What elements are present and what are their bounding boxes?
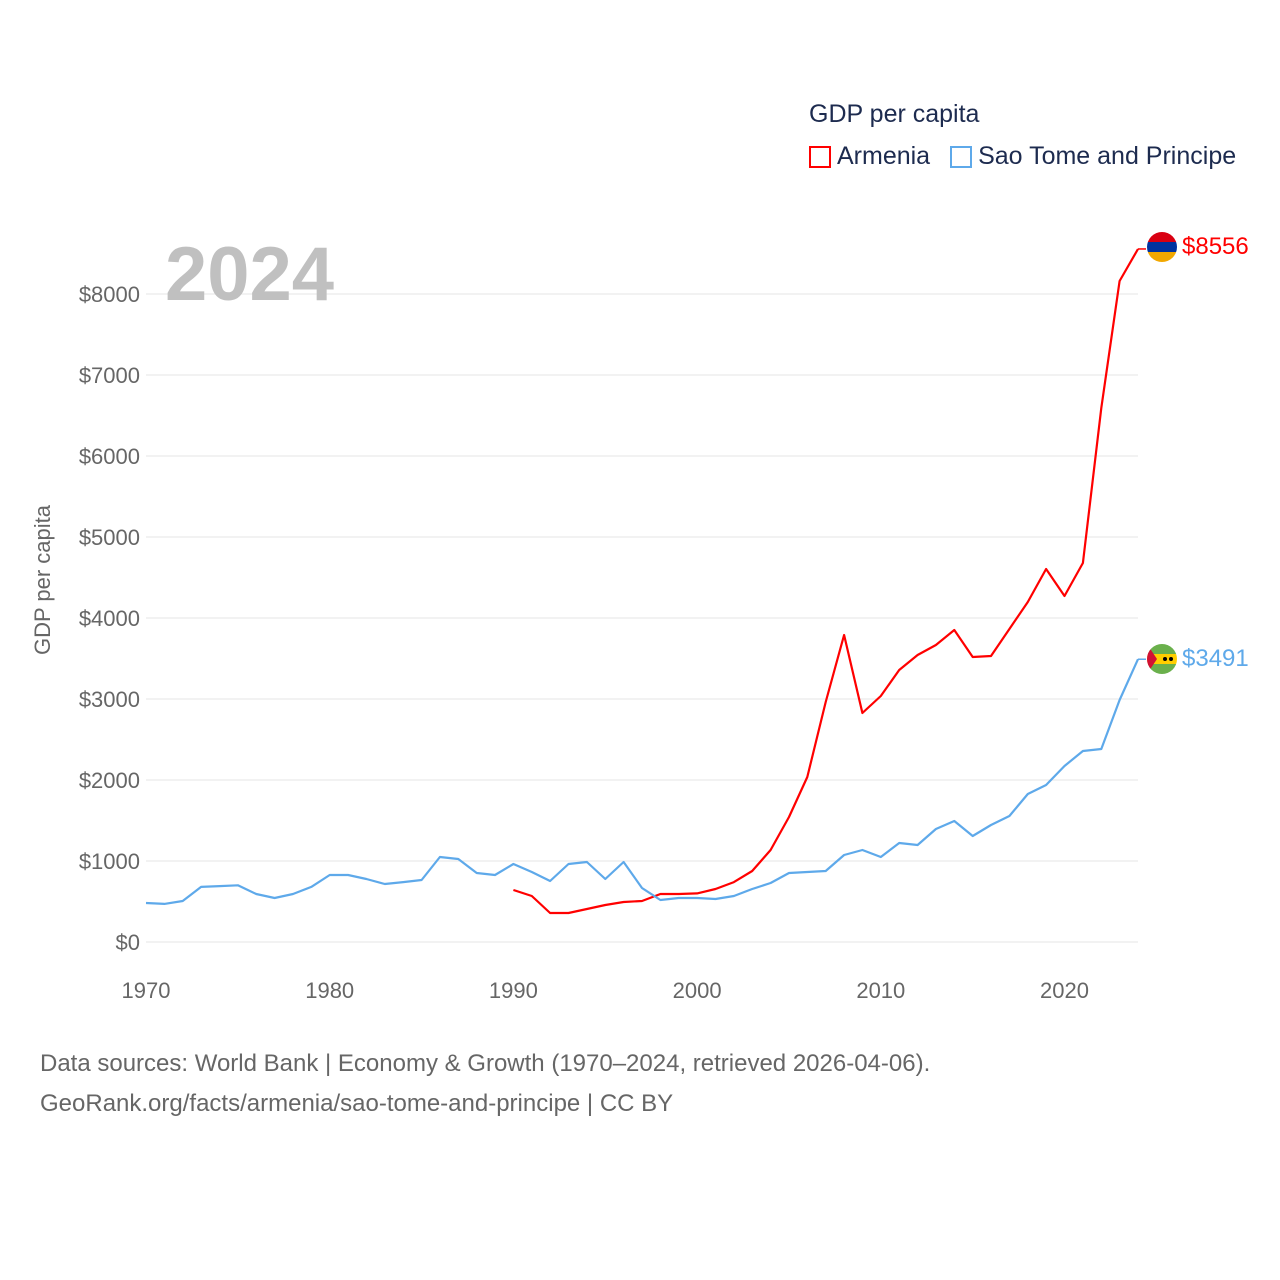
footer: Data sources: World Bank | Economy & Gro… xyxy=(40,1044,930,1124)
x-tick-label: 1970 xyxy=(122,978,171,1003)
y-tick-label: $4000 xyxy=(79,606,140,631)
y-tick-label: $6000 xyxy=(79,444,140,469)
legend-item-armenia[interactable]: Armenia xyxy=(809,142,930,171)
armenia-end-label: $8556 xyxy=(1182,233,1249,260)
y-axis-label: GDP per capita xyxy=(30,504,55,655)
y-tick-label: $7000 xyxy=(79,363,140,388)
legend-label-armenia: Armenia xyxy=(837,142,931,170)
legend-swatch-sao-tome xyxy=(950,145,973,168)
series-line-armenia xyxy=(513,248,1139,915)
y-tick-label: $1000 xyxy=(79,849,140,874)
legend-swatch-armenia xyxy=(809,145,831,168)
x-tick-label: 1980 xyxy=(305,978,354,1003)
grid xyxy=(146,293,1138,943)
source-note: Data sources: World Bank | Economy & Gro… xyxy=(40,1050,931,1077)
x-tick-label: 1990 xyxy=(489,978,538,1003)
armenia-flag-icon xyxy=(1147,232,1177,262)
source-link[interactable]: GeoRank.org/facts/armenia/sao-tome-and-p… xyxy=(40,1090,674,1117)
legend-label-sao-tome: Sao Tome and Principe xyxy=(978,142,1237,170)
legend-title: GDP per capita xyxy=(809,100,980,128)
legend: Armenia Sao Tome and Principe xyxy=(809,142,1256,171)
legend-item-sao-tome[interactable]: Sao Tome and Principe xyxy=(950,142,1236,171)
y-tick-label: $3000 xyxy=(79,687,140,712)
x-tick-label: 2000 xyxy=(673,978,722,1003)
series-line-sao-tome xyxy=(145,658,1140,906)
year-watermark: 2024 xyxy=(165,232,334,317)
y-tick-label: $8000 xyxy=(79,282,140,307)
sao-tome-flag-icon xyxy=(1147,644,1177,674)
line-chart: 2024 GDP per capita $0 $1000 $2000 $3000 $40… xyxy=(30,232,1249,1003)
sao-tome-end-label: $3491 xyxy=(1182,645,1249,672)
x-tick-label: 2010 xyxy=(856,978,905,1003)
y-tick-label: $0 xyxy=(116,930,140,955)
y-tick-label: $5000 xyxy=(79,525,140,550)
x-tick-label: 2020 xyxy=(1040,978,1089,1003)
y-tick-label: $2000 xyxy=(79,768,140,793)
